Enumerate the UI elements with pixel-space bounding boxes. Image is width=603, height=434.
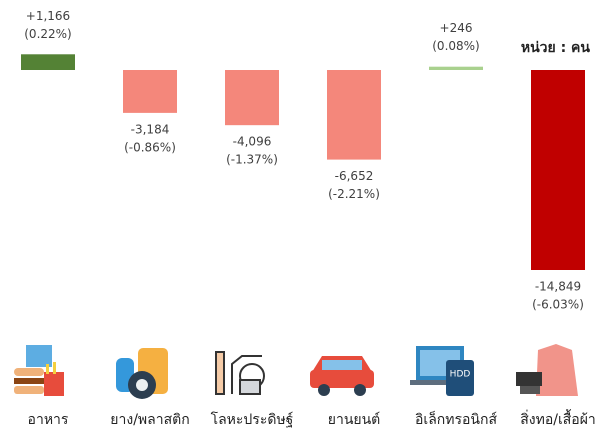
bar — [123, 70, 177, 113]
category-label: สิ่งทอ/เสื้อผ้า — [520, 409, 596, 428]
icon-electronics: HDD — [410, 346, 474, 396]
percent-label: (-0.86%) — [124, 140, 176, 154]
value-label: +246 — [440, 21, 473, 35]
bar — [225, 70, 279, 125]
percent-label: (-1.37%) — [226, 153, 278, 167]
value-label: +1,166 — [26, 9, 70, 23]
icon-textile — [516, 344, 578, 396]
icon-car — [310, 356, 374, 396]
percent-label: (-6.03%) — [532, 298, 584, 312]
value-label: -3,184 — [131, 122, 170, 136]
chart: หน่วย : คน HDD +1,166 (0.22%) อาหาร -3,184 (… — [0, 0, 603, 434]
unit-label: หน่วย : คน — [521, 40, 591, 56]
bar — [21, 54, 75, 70]
bar — [429, 67, 483, 70]
bar — [531, 70, 585, 270]
percent-label: (-2.21%) — [328, 187, 380, 201]
category-label: ยานยนต์ — [328, 411, 381, 428]
value-label: -14,849 — [535, 280, 581, 294]
bar — [327, 70, 381, 160]
value-label: -4,096 — [233, 135, 272, 149]
category-label: อาหาร — [28, 412, 69, 428]
percent-label: (0.22%) — [24, 27, 71, 41]
value-label: -6,652 — [335, 169, 374, 183]
svg-text:HDD: HDD — [450, 370, 471, 380]
percent-label: (0.08%) — [432, 39, 479, 53]
category-label: อิเล็กทรอนิกส์ — [415, 410, 497, 428]
icon-metal — [216, 352, 264, 394]
icon-rubber — [116, 348, 168, 399]
icon-food — [14, 345, 64, 396]
category-label: ยาง/พลาสติก — [110, 412, 189, 428]
category-label: โลหะประดิษฐ์ — [211, 411, 294, 428]
